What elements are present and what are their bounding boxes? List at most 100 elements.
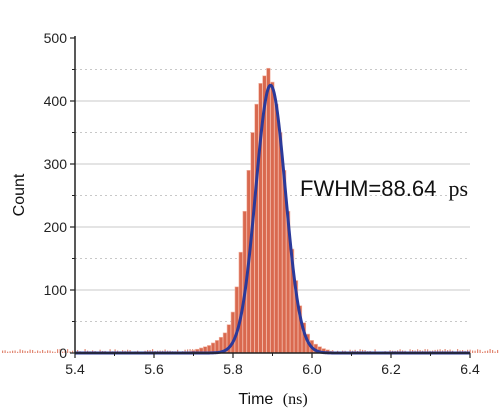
noise-bar — [469, 349, 471, 353]
x-axis-title-unit: (ns) — [283, 391, 308, 408]
noise-bar — [474, 350, 476, 353]
noise-bar — [177, 349, 179, 353]
noise-bar — [109, 349, 111, 353]
noise-bar — [184, 349, 186, 353]
y-tick-label: 0 — [59, 345, 67, 361]
noise-bar — [472, 350, 474, 353]
noise-bar — [64, 350, 66, 353]
noise-bar — [12, 350, 14, 353]
y-tick-label: 300 — [44, 156, 68, 172]
noise-bar — [437, 349, 439, 353]
noise-bar — [42, 349, 44, 353]
noise-bar — [7, 351, 9, 353]
noise-bar — [19, 349, 21, 353]
noise-bar — [44, 351, 46, 353]
y-axis-title: Count — [11, 173, 28, 216]
noise-bar — [189, 349, 191, 353]
x-tick-label: 6.0 — [302, 361, 322, 377]
histogram-bar — [270, 81, 275, 354]
noise-bar — [152, 349, 154, 353]
fwhm-annotation-unit: ps — [448, 176, 468, 201]
noise-bar — [27, 351, 29, 353]
y-tick-label: 500 — [44, 30, 68, 46]
noise-bar — [22, 350, 24, 353]
noise-bar — [497, 349, 499, 353]
noise-bar — [34, 351, 36, 353]
noise-bar — [449, 349, 451, 353]
noise-bar — [354, 349, 356, 353]
noise-bar — [494, 351, 496, 353]
noise-bar — [62, 351, 64, 353]
noise-bar — [29, 349, 31, 353]
noise-bar — [39, 351, 41, 353]
histogram-bar — [274, 103, 279, 354]
noise-bar — [187, 349, 189, 353]
noise-bar — [32, 350, 34, 353]
noise-bar — [69, 351, 71, 353]
noise-bar — [127, 349, 129, 353]
noise-bar — [477, 349, 479, 353]
x-tick-label: 5.4 — [65, 361, 85, 377]
noise-bar — [67, 349, 69, 353]
axes — [70, 36, 471, 358]
noise-bar — [84, 349, 86, 353]
fwhm-annotation-text: FWHM=88.64 — [300, 176, 436, 201]
x-axis-title-text: Time — [238, 391, 273, 408]
noise-bar — [427, 349, 429, 353]
noise-bar — [49, 350, 51, 353]
noise-bar — [147, 349, 149, 353]
noise-bar — [489, 349, 491, 353]
noise-bar — [487, 350, 489, 353]
histogram-bar — [266, 67, 271, 354]
noise-bar — [492, 350, 494, 353]
noise-bar — [17, 351, 19, 353]
noise-bar — [37, 350, 39, 353]
noise-bar — [72, 350, 74, 353]
x-tick-label: 5.6 — [144, 361, 164, 377]
y-tick-label: 100 — [44, 282, 68, 298]
noise-bar — [24, 350, 26, 353]
x-axis-title: Time (ns) — [238, 391, 307, 408]
noise-bar — [77, 349, 79, 353]
noise-bar — [434, 349, 436, 353]
x-tick-labels: 5.4 5.6 5.8 6.0 6.2 6.4 — [65, 361, 480, 377]
y-tick-label: 200 — [44, 219, 68, 235]
x-tick-label: 5.8 — [223, 361, 243, 377]
noise-bar — [419, 349, 421, 353]
noise-bar — [114, 349, 116, 353]
noise-bar — [362, 349, 364, 353]
noise-bar — [14, 350, 16, 353]
noise-bar — [479, 349, 481, 353]
histogram-bar — [278, 132, 283, 354]
fwhm-annotation: FWHM=88.64 ps — [300, 176, 468, 201]
noise-bar — [359, 349, 361, 353]
y-tick-labels: 0 100 200 300 400 500 — [44, 30, 68, 361]
y-tick-label: 400 — [44, 93, 68, 109]
histogram-bar — [234, 286, 239, 354]
noise-bar — [444, 349, 446, 353]
noise-bar — [47, 350, 49, 353]
histogram-bar — [254, 103, 259, 354]
noise-bar — [349, 349, 351, 353]
noise-bar — [9, 351, 11, 353]
noise-bar — [484, 350, 486, 353]
noise-bar — [164, 349, 166, 353]
noise-bar — [2, 350, 4, 353]
noise-bar — [417, 349, 419, 353]
noise-bar — [54, 351, 56, 353]
noise-bar — [409, 349, 411, 353]
noise-bar — [439, 349, 441, 353]
noise-bar — [57, 349, 59, 353]
noise-bar — [424, 349, 426, 353]
noise-bar — [467, 349, 469, 353]
noise-bar — [457, 349, 459, 353]
x-tick-label: 6.2 — [381, 361, 401, 377]
noise-bar — [52, 351, 54, 353]
noise-bar — [4, 350, 6, 353]
noise-bar — [59, 349, 61, 353]
noise-bar — [482, 351, 484, 353]
noise-bar — [374, 349, 376, 353]
noise-bar — [399, 349, 401, 353]
noise-bar — [99, 349, 101, 353]
